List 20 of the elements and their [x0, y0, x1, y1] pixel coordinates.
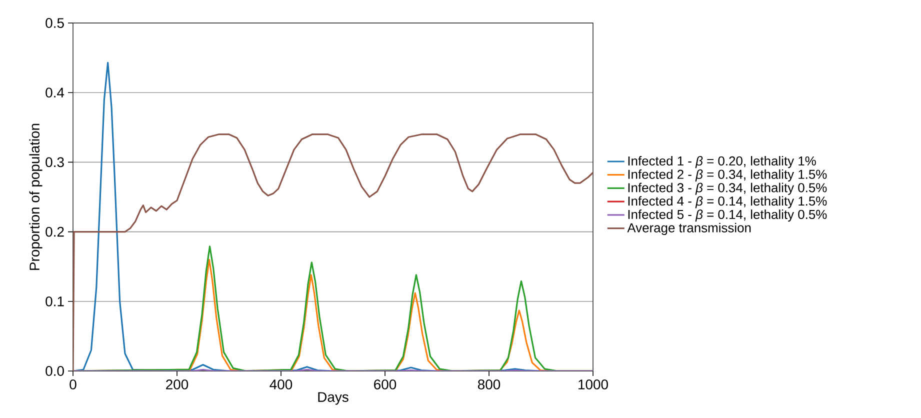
x-tick-label: 200 [166, 380, 188, 390]
y-tick-label: 0.4 [46, 88, 64, 98]
y-tick-label: 0.1 [46, 296, 64, 306]
y-tick-label: 0.5 [46, 18, 64, 28]
legend-label: Infected 1 - β = 0.20, lethality 1% [628, 156, 816, 168]
x-tick-label: 0 [70, 380, 76, 390]
y-axis-title: Proportion of population [29, 124, 42, 270]
x-tick-label: 600 [374, 380, 396, 390]
legend-label: Average transmission [627, 222, 751, 235]
legend-label: Infected 3 - β = 0.34, lethality 0.5% [628, 182, 827, 195]
x-tick-label: 800 [478, 380, 500, 390]
legend-label: Infected 4 - β = 0.14, lethality 1.5% [628, 196, 827, 208]
y-tick-label: 0.3 [46, 157, 64, 168]
y-tick-label: 0.2 [46, 226, 64, 237]
legend-label: Infected 5 - β = 0.14, lethality 0.5% [628, 210, 827, 222]
legend-label: Infected 2 - β = 0.34, lethality 1.5% [628, 169, 827, 182]
y-tick-label: 0.0 [46, 366, 64, 376]
x-axis-title: Days [318, 392, 348, 405]
x-tick-label: 400 [270, 380, 292, 390]
x-tick-label: 1000 [578, 380, 608, 390]
